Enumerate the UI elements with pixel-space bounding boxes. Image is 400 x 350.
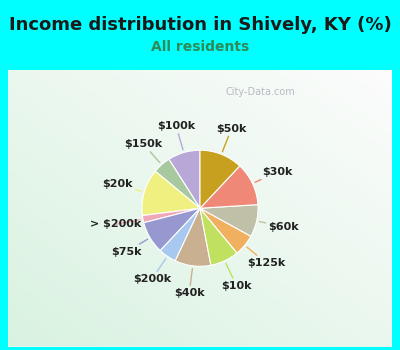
Text: > $200k: > $200k: [90, 219, 142, 229]
Wedge shape: [200, 150, 240, 208]
Text: $20k: $20k: [102, 179, 142, 191]
Text: $100k: $100k: [157, 121, 195, 150]
Wedge shape: [160, 208, 200, 261]
Text: $30k: $30k: [255, 167, 293, 182]
Text: $40k: $40k: [174, 268, 204, 298]
Wedge shape: [144, 208, 200, 251]
Wedge shape: [200, 208, 237, 265]
Wedge shape: [155, 159, 200, 208]
Text: $125k: $125k: [247, 247, 285, 268]
Wedge shape: [200, 166, 258, 208]
Text: $50k: $50k: [216, 124, 247, 152]
Wedge shape: [200, 208, 251, 253]
Text: Income distribution in Shively, KY (%): Income distribution in Shively, KY (%): [9, 16, 391, 34]
Wedge shape: [142, 171, 200, 216]
Text: $60k: $60k: [259, 222, 299, 232]
Text: All residents: All residents: [151, 40, 249, 54]
Text: $10k: $10k: [221, 263, 252, 291]
Text: $150k: $150k: [124, 139, 162, 163]
Wedge shape: [142, 208, 200, 223]
Wedge shape: [200, 205, 258, 236]
Text: City-Data.com: City-Data.com: [226, 87, 296, 97]
Wedge shape: [169, 150, 200, 208]
Text: $200k: $200k: [133, 259, 171, 284]
Wedge shape: [175, 208, 211, 266]
Text: $75k: $75k: [111, 239, 148, 257]
